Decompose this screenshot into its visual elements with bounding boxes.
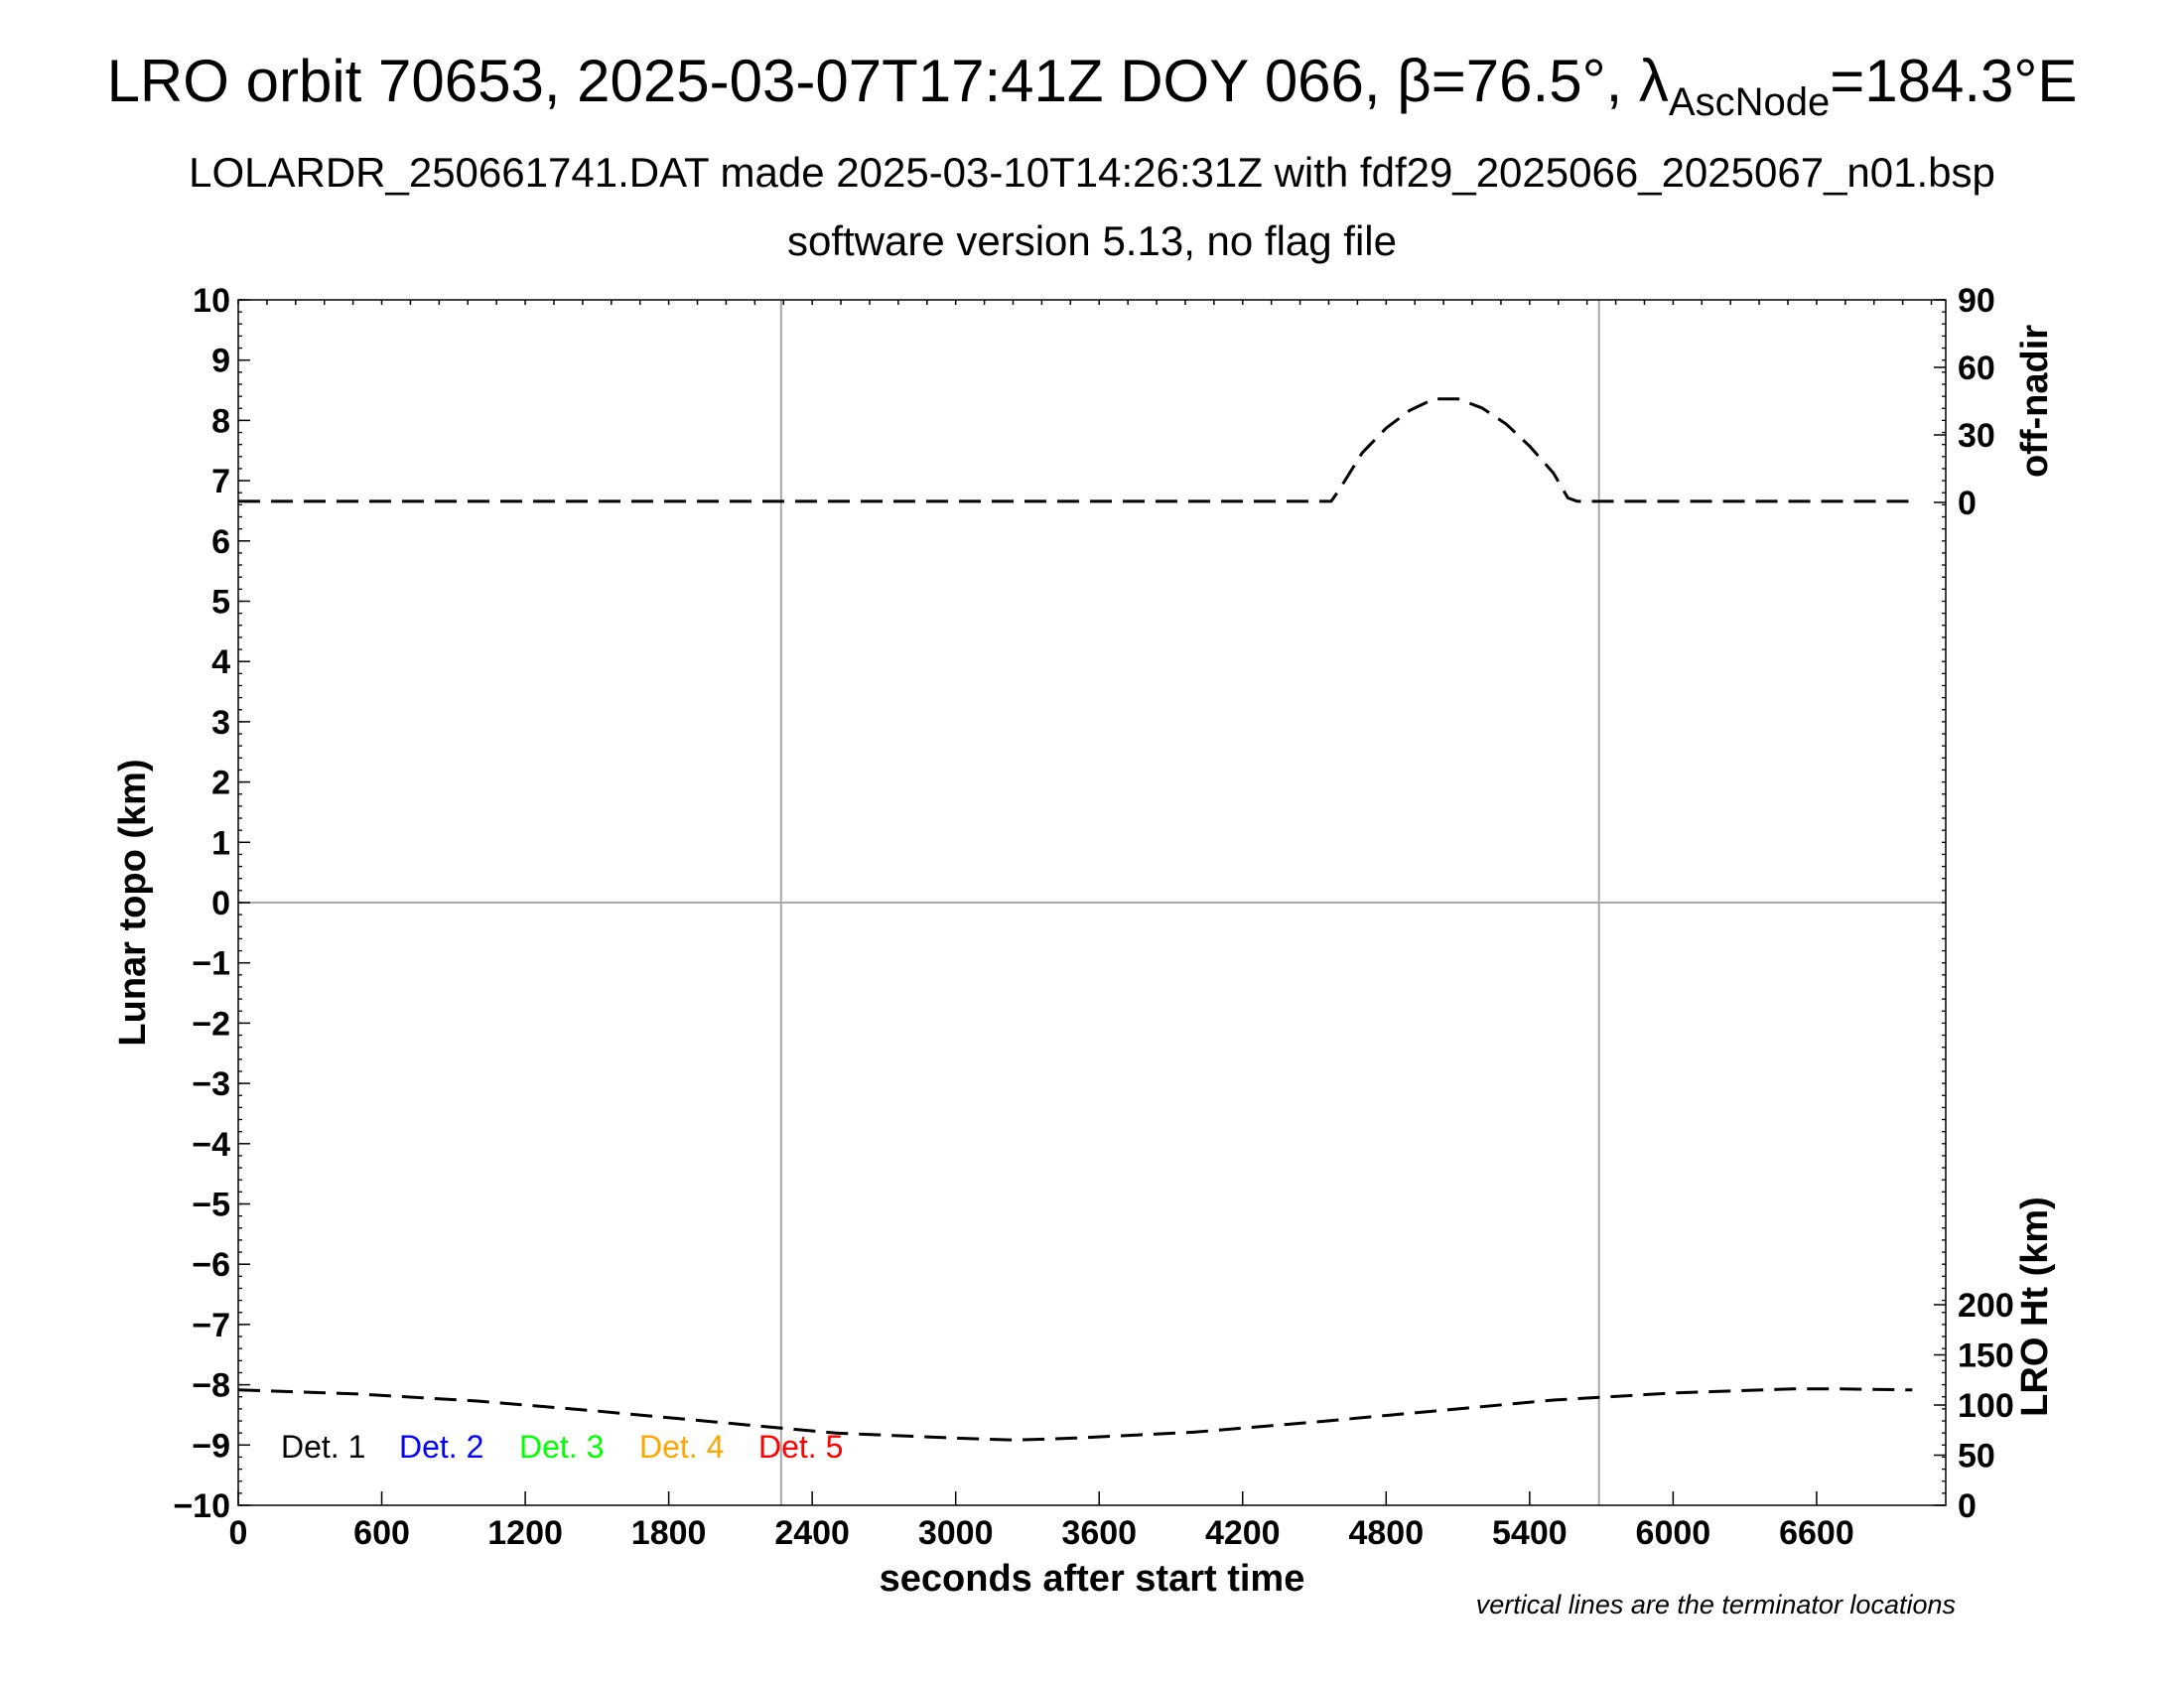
y-tick-label: 8: [211, 402, 230, 440]
x-tick-label: 2400: [774, 1514, 850, 1552]
legend-item: Det. 3: [519, 1429, 604, 1465]
chart-title: LRO orbit 70653, 2025-03-07T17:41Z DOY 0…: [107, 48, 2078, 124]
y-tick-label: 2: [211, 765, 230, 802]
legend-item: Det. 5: [758, 1429, 843, 1465]
x-tick-label: 4800: [1348, 1514, 1424, 1552]
y-tick-label: 3: [211, 704, 230, 742]
y-tick-label: −6: [192, 1246, 230, 1284]
y-tick-label: 7: [211, 463, 230, 500]
legend-item: Det. 1: [281, 1429, 365, 1465]
y-tick-label: 5: [211, 584, 230, 622]
y-tick-label: 4: [211, 643, 230, 681]
x-tick-label: 0: [229, 1514, 248, 1552]
x-tick-label: 4200: [1205, 1514, 1281, 1552]
terminator-note: vertical lines are the terminator locati…: [1476, 1590, 1956, 1619]
y-tick-label: −9: [192, 1427, 230, 1465]
y-tick-label: −3: [192, 1065, 230, 1103]
off-nadir-series: [238, 397, 1913, 503]
right-top-tick-label: 60: [1958, 350, 1995, 387]
right-top-tick-label: 30: [1958, 417, 1995, 455]
y-tick-label: 9: [211, 343, 230, 380]
right-top-tick-label: 0: [1958, 485, 1977, 522]
y-tick-label: −2: [192, 1005, 230, 1043]
x-tick-label: 1200: [487, 1514, 563, 1552]
x-axis-label: seconds after start time: [880, 1558, 1305, 1600]
y-tick-label: −7: [192, 1307, 230, 1344]
axis-ticks: 0 600 1200 1800 2400 3000 3600 4200 4800 5400 6000…: [173, 282, 2013, 1552]
right-bottom-axis-label: LRO Ht (km): [2014, 1196, 2056, 1417]
y-tick-label: −4: [192, 1126, 230, 1164]
x-tick-label: 3000: [918, 1514, 994, 1552]
y-tick-label: 1: [211, 824, 230, 862]
y-tick-label: −1: [192, 945, 230, 983]
chart-subtitle-2: software version 5.13, no flag file: [787, 217, 1397, 264]
x-tick-label: 3600: [1061, 1514, 1137, 1552]
x-tick-label: 6000: [1636, 1514, 1711, 1552]
right-bottom-tick-label: 0: [1958, 1487, 1977, 1525]
legend-item: Det. 4: [639, 1429, 724, 1465]
right-top-tick-label: 90: [1958, 282, 1995, 320]
x-tick-label: 600: [353, 1514, 410, 1552]
y-tick-label: 0: [211, 885, 230, 922]
right-bottom-tick-label: 150: [1958, 1337, 2014, 1375]
x-tick-label: 5400: [1492, 1514, 1568, 1552]
y-tick-label: 10: [193, 282, 230, 320]
lro-height-series: [237, 1387, 1913, 1442]
y-axis-label: Lunar topo (km): [112, 759, 154, 1046]
legend-item: Det. 2: [399, 1429, 483, 1465]
terminator-lines: [238, 300, 1946, 1505]
right-bottom-tick-label: 200: [1958, 1287, 2014, 1325]
x-tick-label: 6600: [1779, 1514, 1854, 1552]
x-tick-label: 1800: [631, 1514, 707, 1552]
y-tick-label: −5: [192, 1187, 230, 1224]
y-tick-label: −8: [192, 1367, 230, 1405]
right-bottom-tick-label: 50: [1958, 1438, 1995, 1476]
y-tick-label: −10: [173, 1487, 230, 1525]
right-bottom-tick-label: 100: [1958, 1387, 2014, 1425]
right-top-axis-label: off-nadir: [2014, 325, 2056, 478]
legend: Det. 1 Det. 2 Det. 3 Det. 4 Det. 5: [281, 1429, 843, 1465]
plot-series: [237, 397, 1913, 1442]
y-tick-label: 6: [211, 523, 230, 561]
chart-subtitle: LOLARDR_250661741.DAT made 2025-03-10T14…: [189, 149, 1995, 196]
